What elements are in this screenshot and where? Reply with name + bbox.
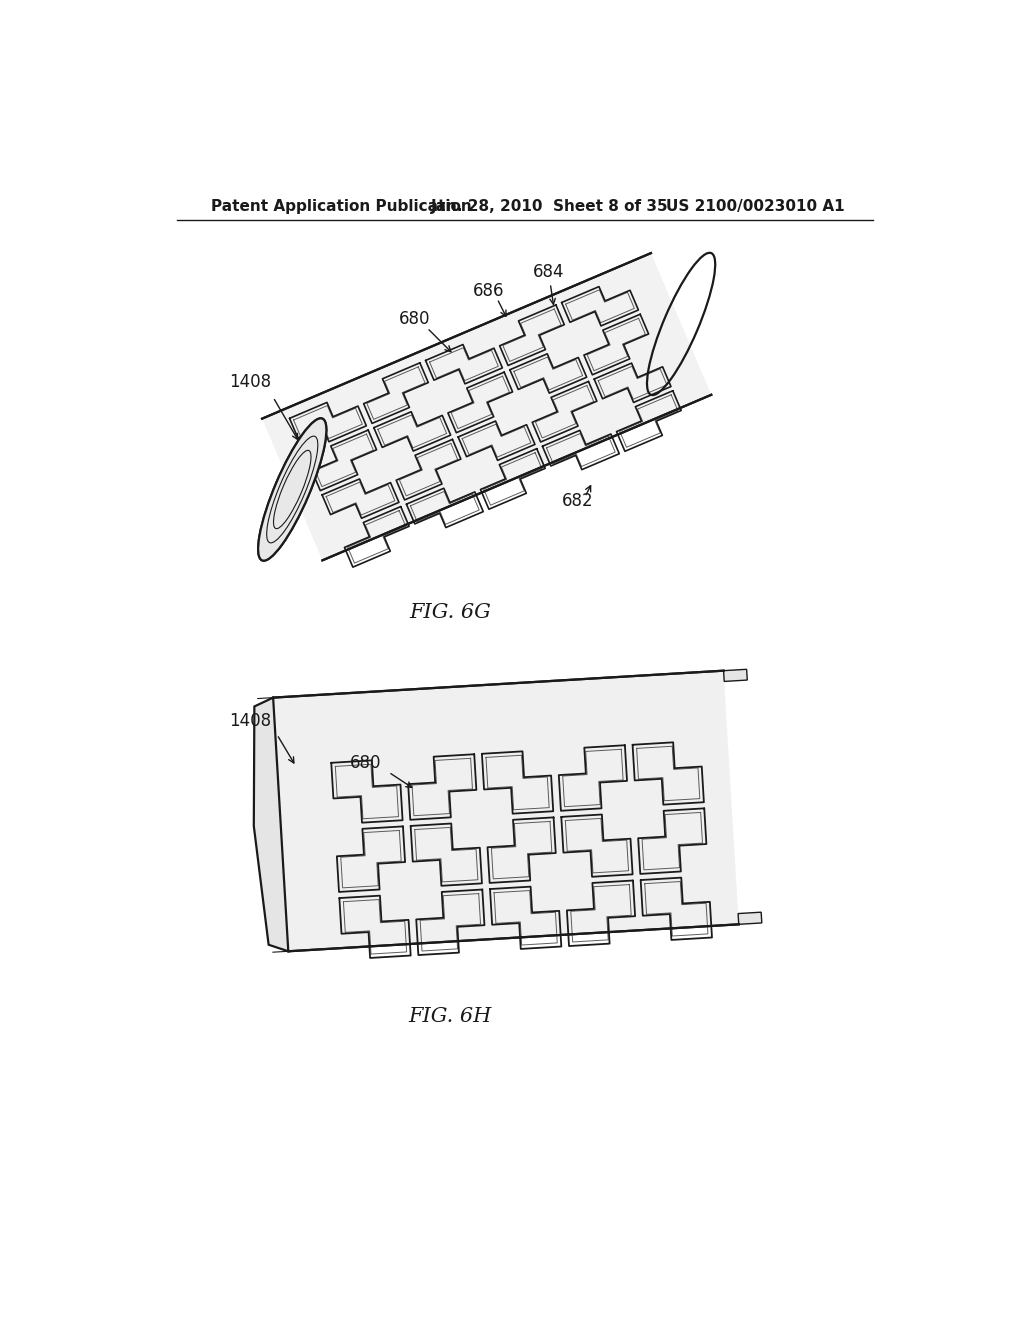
Text: Patent Application Publication: Patent Application Publication: [211, 198, 472, 214]
Text: 1408: 1408: [229, 372, 271, 391]
Ellipse shape: [258, 418, 327, 561]
Text: 1408: 1408: [229, 711, 271, 730]
Text: 682: 682: [562, 492, 593, 510]
Polygon shape: [254, 698, 289, 952]
Ellipse shape: [258, 418, 327, 561]
Polygon shape: [738, 912, 762, 924]
Text: 686: 686: [473, 282, 505, 300]
Text: FIG. 6H: FIG. 6H: [409, 1007, 492, 1027]
Text: 684: 684: [532, 264, 564, 281]
Polygon shape: [273, 671, 738, 952]
Text: FIG. 6G: FIG. 6G: [410, 603, 490, 622]
Polygon shape: [262, 253, 712, 561]
Text: 680: 680: [350, 754, 382, 772]
Text: Jan. 28, 2010  Sheet 8 of 35: Jan. 28, 2010 Sheet 8 of 35: [431, 198, 669, 214]
Text: US 2100/0023010 A1: US 2100/0023010 A1: [666, 198, 845, 214]
Polygon shape: [724, 669, 748, 681]
Text: 680: 680: [398, 310, 430, 327]
